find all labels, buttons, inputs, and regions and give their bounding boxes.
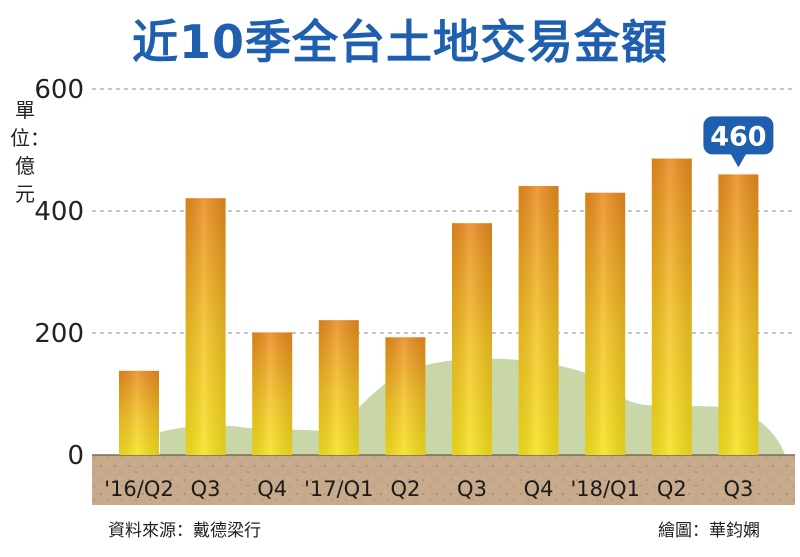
y-tick-label: 200 bbox=[34, 319, 84, 349]
highlight-callout: 460 bbox=[703, 116, 774, 168]
x-tick-label: Q3 bbox=[457, 477, 487, 501]
y-tick-label: 400 bbox=[34, 197, 84, 227]
bar-shade bbox=[585, 192, 626, 455]
y-tick-label: 0 bbox=[67, 441, 84, 471]
credit-note: 繪圖：華鈞嫻 bbox=[658, 521, 760, 541]
x-tick-label: Q4 bbox=[257, 477, 287, 501]
bar-shade bbox=[385, 337, 426, 455]
callout-value: 460 bbox=[710, 121, 766, 152]
bar-shade bbox=[119, 370, 159, 455]
callout-bubble bbox=[703, 116, 774, 155]
x-tick-label: Q2 bbox=[390, 477, 420, 501]
bar-shade bbox=[185, 198, 226, 455]
bar-shade bbox=[318, 320, 359, 455]
y-tick-label: 600 bbox=[34, 75, 84, 105]
unit-label: 單位：億元 bbox=[10, 98, 50, 206]
y-axis-ticks: 0 200 400 600 bbox=[34, 75, 84, 471]
x-tick-label: Q3 bbox=[723, 477, 753, 501]
bar-shade bbox=[452, 223, 492, 455]
bar-shade bbox=[252, 332, 293, 455]
x-tick-label: Q3 bbox=[191, 477, 221, 501]
source-note: 資料來源：戴德梁行 bbox=[108, 521, 261, 541]
bar-shade bbox=[651, 158, 692, 456]
x-tick-label: '16/Q2 bbox=[104, 477, 173, 501]
x-tick-label: '17/Q1 bbox=[304, 477, 373, 501]
bar-shade bbox=[518, 185, 559, 456]
callout-pointer bbox=[730, 153, 747, 168]
chart-title: 近10季全台土地交易金額 bbox=[131, 15, 668, 69]
x-axis-labels: '16/Q2 Q3 Q4 '17/Q1 Q2 Q3 Q4 '18/Q1 Q2 Q3 bbox=[104, 477, 753, 501]
bar-shade bbox=[718, 174, 759, 455]
x-tick-label: Q4 bbox=[524, 477, 554, 501]
bars bbox=[119, 158, 759, 456]
ground-strip bbox=[92, 455, 795, 505]
x-tick-label: '18/Q1 bbox=[570, 477, 639, 501]
x-tick-label: Q2 bbox=[657, 477, 687, 501]
